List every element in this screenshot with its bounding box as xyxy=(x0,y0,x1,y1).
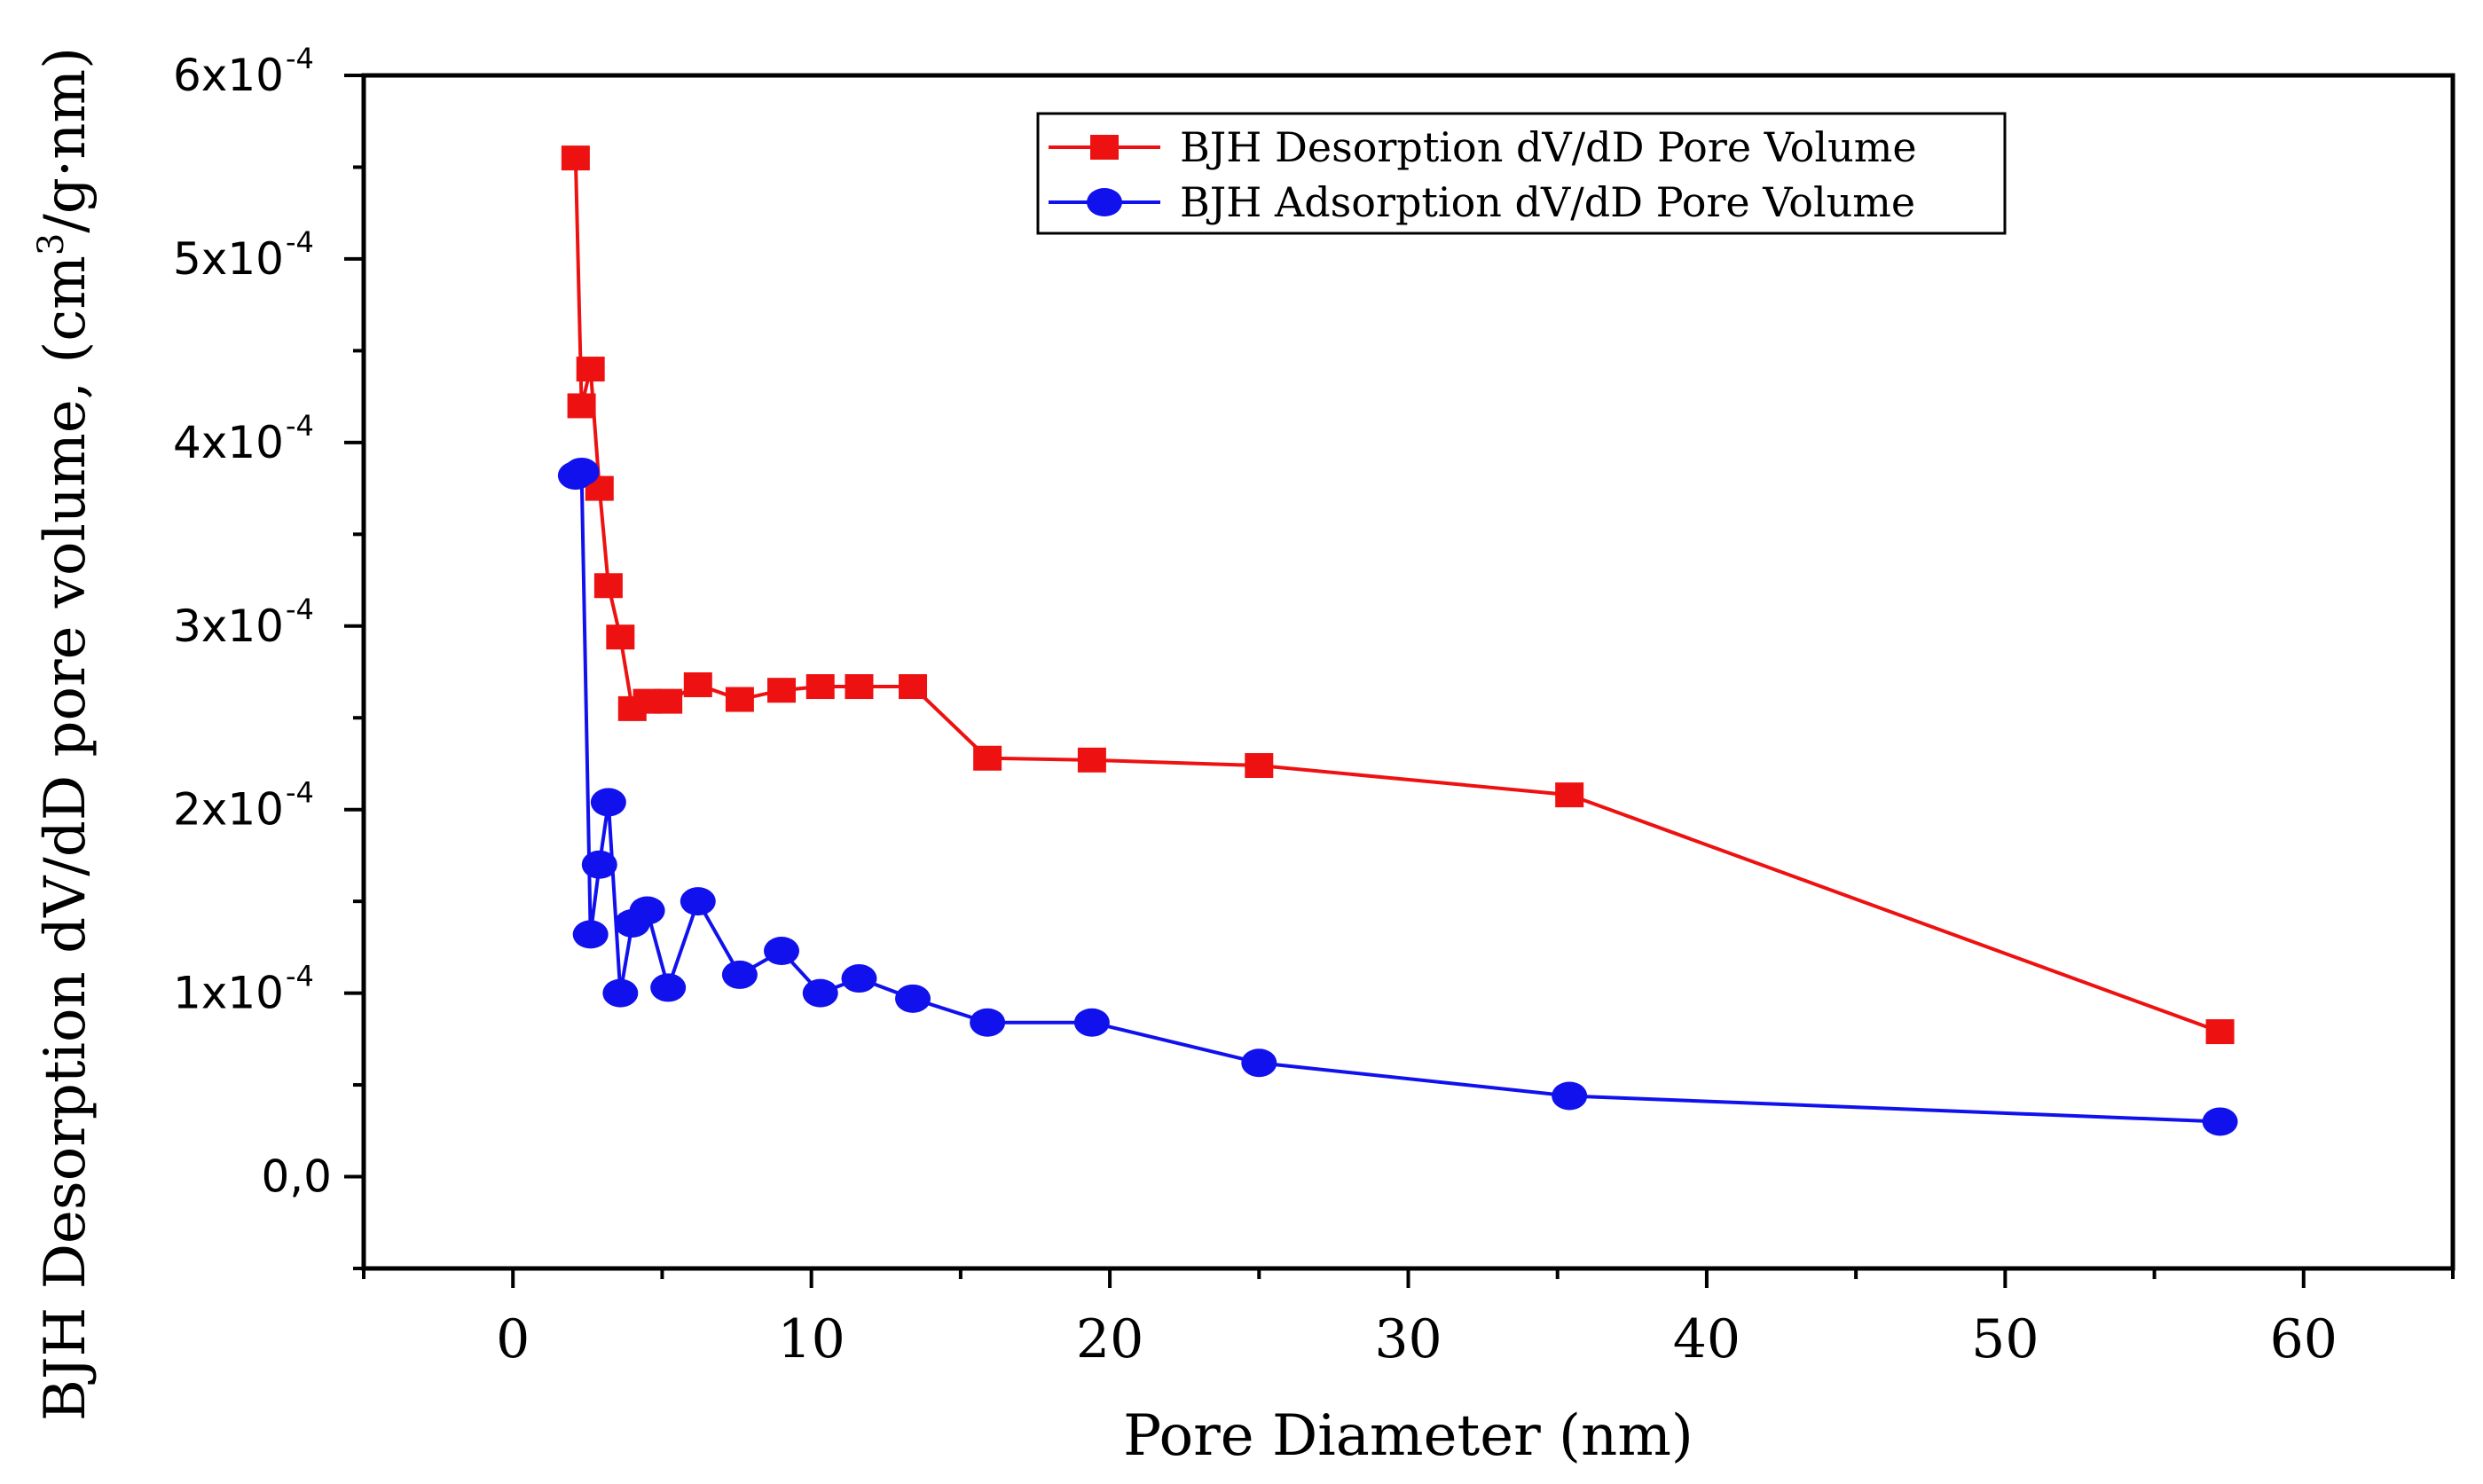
data-point xyxy=(567,393,596,419)
data-point xyxy=(973,745,1002,771)
data-point xyxy=(1241,1048,1277,1078)
data-point xyxy=(1245,753,1274,779)
legend-marker xyxy=(1087,188,1122,216)
y-tick-exponent: -4 xyxy=(286,409,314,443)
x-tick-label: 60 xyxy=(2270,1308,2338,1370)
data-point xyxy=(606,624,635,650)
plot-frame xyxy=(361,73,2455,1271)
data-point xyxy=(764,937,799,966)
y-tick-label: 5x10 xyxy=(173,233,284,285)
series-line xyxy=(573,158,2221,1033)
y-tick-label: 1x10 xyxy=(173,968,284,1019)
data-point xyxy=(1555,782,1584,808)
y-tick-exponent: -4 xyxy=(286,42,314,75)
y-tick-exponent: -4 xyxy=(286,960,314,993)
x-tick-label: 50 xyxy=(1971,1308,2039,1370)
data-point xyxy=(654,688,683,714)
data-point xyxy=(899,674,928,700)
data-point xyxy=(845,674,874,700)
y-tick-label: 2x10 xyxy=(173,784,284,836)
data-point xyxy=(1077,747,1106,773)
y-tick-label: 4x10 xyxy=(173,417,284,468)
x-tick-label: 40 xyxy=(1673,1308,1740,1370)
data-point xyxy=(841,964,877,993)
x-tick-label: 0 xyxy=(496,1308,530,1370)
data-point xyxy=(2205,1019,2235,1045)
y-axis-title: BJH Desorption dV/dD pore volume, (cm3/g… xyxy=(31,47,98,1421)
data-point xyxy=(767,678,796,703)
legend-marker xyxy=(1090,135,1119,160)
y-tick-exponent: -4 xyxy=(286,776,314,810)
x-tick-label: 10 xyxy=(777,1308,845,1370)
data-point xyxy=(683,671,712,697)
data-point xyxy=(1073,1008,1110,1037)
data-point xyxy=(581,850,617,879)
data-point xyxy=(593,573,623,599)
data-point xyxy=(680,887,716,916)
y-tick-exponent: -4 xyxy=(286,225,314,259)
data-point xyxy=(802,978,838,1008)
data-point xyxy=(721,960,758,989)
y-tick-label: 0,0 xyxy=(261,1151,332,1203)
x-tick-label: 30 xyxy=(1374,1308,1442,1370)
data-point xyxy=(650,973,687,1002)
y-axis-title-main: BJH Desorption dV/dD pore volume, (cm xyxy=(33,255,98,1421)
series-layer xyxy=(557,145,2238,1136)
legend-entry: BJH Desorption dV/dD Pore Volume xyxy=(1049,123,1917,171)
data-point xyxy=(563,457,600,486)
data-point xyxy=(602,978,639,1008)
x-axis-title: Pore Diameter (nm) xyxy=(1123,1403,1693,1469)
data-point xyxy=(725,687,754,712)
data-point xyxy=(2202,1107,2238,1136)
legend: BJH Desorption dV/dD Pore Volume BJH Adso… xyxy=(1036,112,2007,235)
data-point xyxy=(572,920,609,949)
legend-box xyxy=(1036,112,2007,235)
legend-label: BJH Adsorption dV/dD Pore Volume xyxy=(1180,178,1915,226)
y-axis-title-superscript: 3 xyxy=(31,233,72,255)
series-line xyxy=(574,468,2220,1124)
data-point xyxy=(1552,1081,1588,1111)
data-point xyxy=(805,674,835,700)
y-tick-label: 3x10 xyxy=(173,601,284,652)
data-point xyxy=(561,145,590,171)
legend-label: BJH Desorption dV/dD Pore Volume xyxy=(1180,123,1917,171)
data-point xyxy=(895,984,931,1013)
y-tick-label: 6x10 xyxy=(173,50,284,101)
y-tick-exponent: -4 xyxy=(286,593,314,626)
y-axis-title-unit: /g·nm) xyxy=(33,47,98,233)
x-tick-label: 20 xyxy=(1076,1308,1143,1370)
series-adsorption xyxy=(557,457,2238,1136)
data-point xyxy=(970,1008,1006,1037)
legend-entry: BJH Adsorption dV/dD Pore Volume xyxy=(1049,178,1915,226)
data-point xyxy=(629,896,665,925)
data-point xyxy=(576,357,605,382)
data-point xyxy=(590,788,626,817)
series-desorption xyxy=(561,145,2235,1045)
